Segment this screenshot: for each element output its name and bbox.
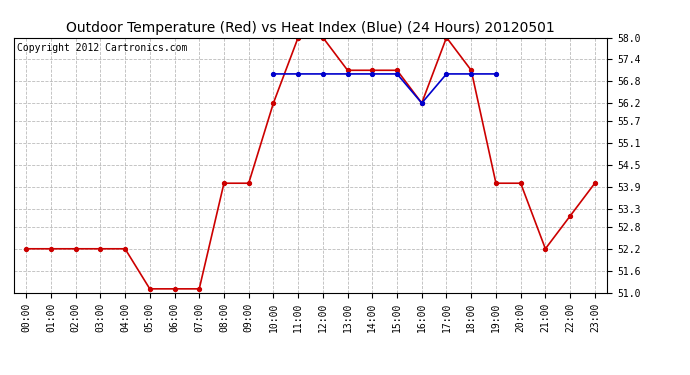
Text: Copyright 2012 Cartronics.com: Copyright 2012 Cartronics.com <box>17 43 187 52</box>
Title: Outdoor Temperature (Red) vs Heat Index (Blue) (24 Hours) 20120501: Outdoor Temperature (Red) vs Heat Index … <box>66 21 555 35</box>
